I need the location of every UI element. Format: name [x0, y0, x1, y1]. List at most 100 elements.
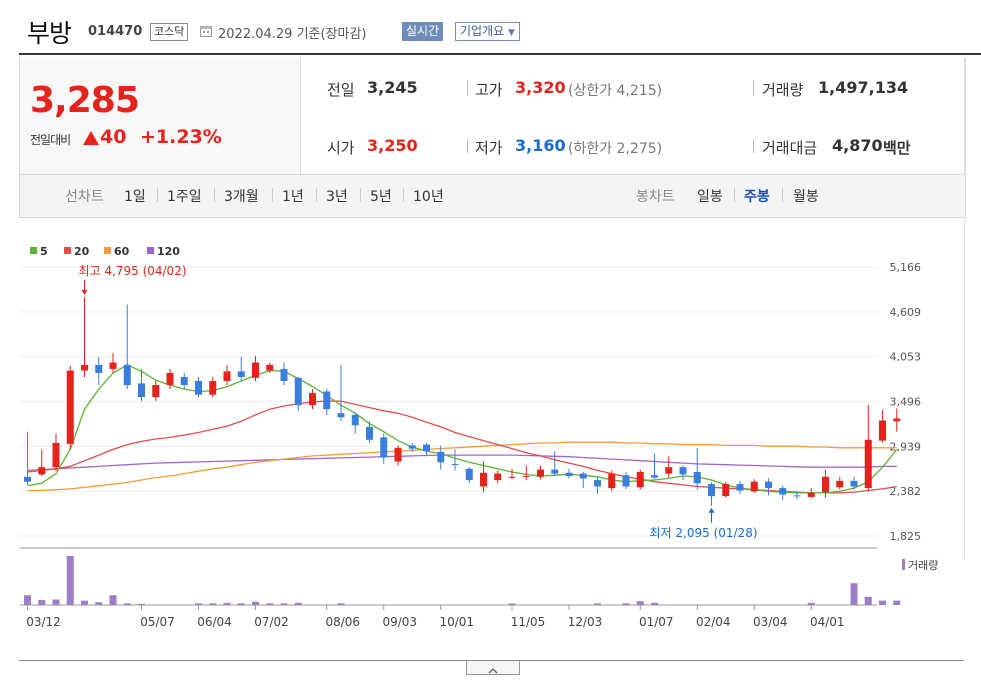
- volume-bar: [24, 595, 31, 605]
- legend-swatch: [147, 247, 154, 254]
- volume-legend-swatch: [902, 559, 905, 570]
- candle-body: [380, 437, 388, 458]
- period-5y[interactable]: 5년: [370, 189, 392, 205]
- candle-body: [693, 471, 701, 484]
- candle-monthly[interactable]: 월봉: [793, 189, 819, 205]
- divider: [403, 188, 404, 202]
- volume-bar: [266, 603, 274, 605]
- period-10y[interactable]: 10년: [413, 189, 444, 205]
- legend-ma60-label: 60: [114, 245, 130, 258]
- period-1d[interactable]: 1일: [124, 189, 146, 205]
- chart-bottom-border: [19, 660, 964, 661]
- x-tick-label: 03/04: [753, 615, 788, 629]
- volume-bar: [294, 602, 302, 605]
- legend-ma5: 5: [30, 245, 48, 258]
- candle-body: [608, 473, 616, 489]
- period-3y[interactable]: 3년: [326, 189, 348, 205]
- change-value: 40: [100, 126, 127, 148]
- period-3m[interactable]: 3개월: [224, 189, 259, 205]
- header-divider: [19, 53, 981, 55]
- candle-body: [95, 364, 103, 373]
- x-tick-label: 07/02: [254, 615, 289, 629]
- candle-body: [480, 472, 487, 487]
- side-panel-edge: [964, 58, 981, 558]
- candle-body: [252, 362, 259, 378]
- candle-body: [266, 364, 274, 371]
- candle-body: [708, 484, 715, 497]
- x-tick-label: 09/03: [382, 615, 417, 629]
- candle-body: [665, 467, 673, 474]
- period-1y[interactable]: 1년: [282, 189, 304, 205]
- candle-body: [636, 471, 644, 488]
- volume-bar: [237, 603, 245, 605]
- candle-body: [836, 480, 844, 488]
- candle-body: [166, 372, 174, 386]
- lower-limit: (하한가 2,275): [568, 141, 663, 157]
- candle-body: [309, 393, 316, 406]
- divider: [734, 188, 735, 202]
- legend-ma120-label: 120: [157, 245, 180, 258]
- volume-bar: [864, 596, 872, 605]
- candle-body: [195, 381, 202, 395]
- candle-body: [551, 469, 559, 474]
- candle-daily[interactable]: 일봉: [697, 189, 723, 205]
- up-arrow-icon: [83, 131, 99, 145]
- candle-body: [351, 414, 359, 426]
- volume-bar: [195, 603, 202, 605]
- calendar-icon: [200, 26, 212, 37]
- x-tick-label: 08/06: [325, 615, 360, 629]
- collapse-toggle-button[interactable]: [466, 661, 520, 675]
- company-overview-button[interactable]: 기업개요 ▼: [455, 22, 520, 41]
- divider: [467, 81, 468, 95]
- realtime-button[interactable]: 실시간: [402, 22, 444, 41]
- y-tick-label: 4,609: [890, 306, 922, 319]
- x-tick-label: 12/03: [568, 615, 603, 629]
- candle-weekly[interactable]: 주봉: [744, 189, 770, 205]
- chart-period-bar: [19, 174, 966, 218]
- high-label: 고가: [475, 81, 503, 99]
- candle-body: [864, 439, 872, 489]
- volume-bar: [280, 603, 288, 605]
- x-tick-label: 11/05: [511, 615, 546, 629]
- candle-body: [565, 472, 573, 477]
- amount-value: 4,870: [832, 136, 883, 155]
- candle-body: [807, 492, 815, 497]
- volume-bar: [807, 602, 815, 605]
- volume-bar: [81, 600, 88, 605]
- upper-limit: (상한가 4,215): [568, 83, 663, 99]
- candle-body: [537, 469, 544, 477]
- x-tick-label: 10/01: [439, 615, 474, 629]
- candle-body: [465, 468, 473, 481]
- candle-body: [437, 451, 445, 463]
- volume-bar: [651, 602, 658, 605]
- candle-body: [394, 447, 402, 462]
- divider: [157, 188, 158, 202]
- volume-label: 거래량: [762, 81, 804, 99]
- candle-body: [209, 381, 217, 395]
- open-value: 3,250: [367, 136, 418, 155]
- base-date: 2022.04.29 기준(장마감): [218, 27, 367, 42]
- x-tick-label: 05/07: [140, 615, 175, 629]
- candle-body: [323, 391, 331, 410]
- candle-body: [294, 377, 302, 406]
- period-1w[interactable]: 1주일: [167, 189, 202, 205]
- candle-body: [451, 463, 459, 465]
- volume-bar: [508, 603, 516, 605]
- divider: [753, 139, 754, 153]
- candle-body: [24, 476, 31, 482]
- candle-body: [793, 495, 801, 497]
- volume-bar: [893, 600, 901, 605]
- ma60-line: [27, 441, 897, 492]
- chevron-up-icon: [488, 668, 498, 674]
- candle-body: [38, 467, 46, 475]
- y-tick-label: 3,496: [890, 395, 922, 408]
- candle-body: [337, 413, 345, 418]
- candle-body: [52, 443, 60, 468]
- volume-bar: [693, 604, 701, 605]
- change-percent: +1.23%: [140, 126, 222, 148]
- legend-ma5-label: 5: [40, 245, 48, 258]
- amount-unit: 백만: [883, 139, 911, 157]
- current-price: 3,285: [30, 80, 140, 121]
- candle-body: [822, 476, 829, 493]
- low-price-annotation: 최저 2,095 (01/28): [650, 526, 758, 540]
